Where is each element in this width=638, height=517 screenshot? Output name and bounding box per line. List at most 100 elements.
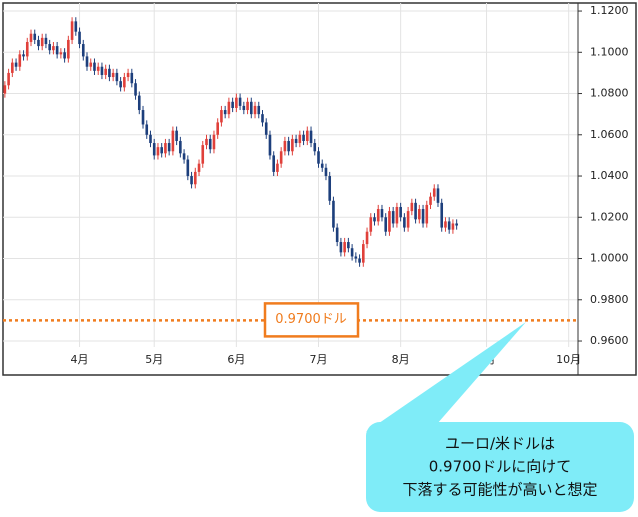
candle-body xyxy=(328,176,332,201)
candle-body xyxy=(332,200,335,228)
callout-line: ユーロ/米ドルは xyxy=(445,435,555,453)
candles xyxy=(3,17,458,267)
x-tick-label: 4月 xyxy=(71,353,89,366)
candle-body xyxy=(388,211,391,232)
candle-body xyxy=(451,223,455,230)
y-tick-label: 0.9600 xyxy=(590,334,629,347)
candle-body xyxy=(141,110,145,125)
candle-body xyxy=(22,54,25,57)
y-tick-label: 1.0200 xyxy=(590,210,629,223)
candle-body xyxy=(126,72,130,78)
candle-body xyxy=(145,124,149,135)
candle-body xyxy=(186,159,190,177)
candle-body xyxy=(14,62,18,67)
candle-body xyxy=(264,122,268,135)
candle-body xyxy=(309,130,313,144)
candle-body xyxy=(48,44,51,51)
candle-body xyxy=(249,101,253,115)
y-tick-label: 1.0600 xyxy=(590,128,629,141)
candle-body xyxy=(74,21,78,32)
candle-body xyxy=(302,134,305,141)
candle-body xyxy=(391,211,395,224)
candle-body xyxy=(305,130,309,141)
candle-body xyxy=(440,202,444,228)
candle-body xyxy=(399,206,402,218)
candle-body xyxy=(18,54,22,67)
candle-body xyxy=(317,151,320,164)
x-tick-label: 5月 xyxy=(145,353,163,366)
candle-body xyxy=(134,83,137,96)
candle-body xyxy=(197,163,201,172)
candle-body xyxy=(81,44,85,57)
candle-body xyxy=(246,101,249,111)
y-tick-label: 1.1000 xyxy=(590,45,629,58)
candle-body xyxy=(238,97,242,106)
candle-body xyxy=(119,81,122,88)
candle-body xyxy=(40,37,44,47)
candle-body xyxy=(406,211,410,228)
candle-body xyxy=(52,46,55,51)
candle-body xyxy=(104,68,107,75)
candle-body xyxy=(78,31,81,45)
candle-body xyxy=(3,85,7,94)
candle-body xyxy=(167,143,171,152)
candle-body xyxy=(160,147,163,154)
candle-body xyxy=(216,122,219,135)
candle-body xyxy=(335,227,339,243)
y-tick-label: 1.1200 xyxy=(590,4,629,17)
candle-body xyxy=(201,145,205,164)
candle-body xyxy=(429,196,432,205)
candle-body xyxy=(63,52,66,59)
candle-body xyxy=(108,68,111,78)
grid xyxy=(3,3,578,347)
candle-body xyxy=(85,56,89,67)
candle-body xyxy=(410,202,414,212)
candle-body xyxy=(354,256,358,259)
candle-body xyxy=(130,72,134,84)
x-tick-label: 6月 xyxy=(227,353,245,366)
candle-body xyxy=(287,140,290,152)
callout-line: 下落する可能性が高いと想定 xyxy=(402,481,597,499)
candle-body xyxy=(425,204,429,224)
candle-body xyxy=(455,223,458,226)
candle-body xyxy=(339,242,343,253)
candle-body xyxy=(55,46,59,55)
candle-body xyxy=(89,62,93,67)
candle-body xyxy=(403,217,406,228)
candle-body xyxy=(11,62,14,73)
candle-body xyxy=(447,221,451,230)
reference-label: 0.9700ドル xyxy=(275,312,347,327)
candle-body xyxy=(223,110,227,115)
reference-label-box xyxy=(263,302,360,338)
candle-body xyxy=(294,138,298,144)
candle-body xyxy=(350,248,354,257)
candle-body xyxy=(235,97,238,108)
candle-body xyxy=(171,130,175,152)
candle-body xyxy=(111,72,115,78)
candle-body xyxy=(261,114,264,123)
candle-body xyxy=(268,134,272,156)
candle-body xyxy=(44,37,48,45)
candle-body xyxy=(231,101,234,108)
candle-body xyxy=(298,134,302,144)
candle-body xyxy=(276,163,279,172)
candle-body xyxy=(25,41,29,57)
candle-body xyxy=(362,244,365,263)
candle-body xyxy=(7,72,10,86)
candle-body xyxy=(369,217,373,232)
candle-body xyxy=(313,143,317,152)
candle-body xyxy=(67,39,70,59)
candle-body xyxy=(320,163,324,168)
candle-body xyxy=(208,138,212,150)
candle-body xyxy=(37,39,40,47)
callout-pointer xyxy=(366,322,526,432)
candle-body xyxy=(376,209,380,222)
candle-body xyxy=(418,209,421,220)
candle-body xyxy=(220,110,223,123)
candle-body xyxy=(190,176,193,185)
candle-body xyxy=(257,105,261,115)
y-tick-label: 1.0000 xyxy=(590,252,629,265)
candle-body xyxy=(242,105,246,111)
candle-body xyxy=(365,231,369,245)
